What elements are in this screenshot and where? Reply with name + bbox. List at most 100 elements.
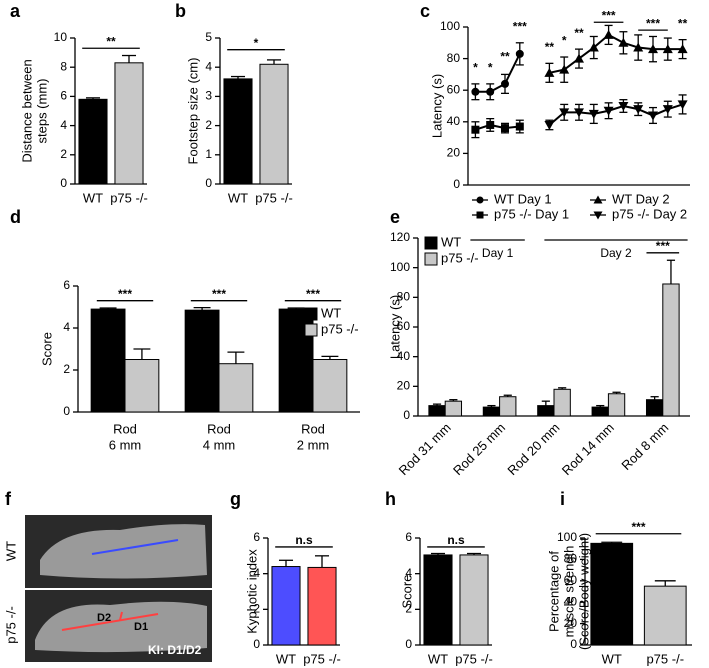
bar: [428, 405, 446, 417]
legend-label: WT: [441, 234, 461, 249]
bar: [312, 359, 348, 413]
bar: [537, 405, 555, 417]
point: [515, 49, 524, 58]
x-tick-label: 6 mm: [109, 437, 142, 452]
panel-label: h: [385, 489, 396, 509]
x-tick-label: p75 -/-: [303, 651, 341, 666]
y-axis-label: (Score/Body weight): [576, 533, 591, 650]
legend-marker: [476, 211, 484, 219]
x-tick-label: WT: [83, 190, 103, 205]
y-axis-label: Score: [399, 575, 414, 609]
legend-marker: [593, 195, 603, 204]
point: [648, 111, 658, 121]
x-tick-label: p75 -/-: [110, 190, 148, 205]
bar: [223, 78, 253, 185]
bar: [607, 393, 626, 417]
point: [544, 67, 555, 77]
y-tick-label: 8: [60, 59, 67, 73]
y-axis-label: Kyphotic index: [244, 549, 259, 634]
x-tick-label: 2 mm: [297, 437, 330, 452]
significance-label: ***: [306, 287, 320, 301]
x-tick-label: Rod: [207, 421, 231, 436]
y-tick-label: 120: [390, 230, 410, 244]
significance-label: n.s: [295, 533, 313, 547]
mouse-shape: [40, 524, 207, 579]
point: [559, 108, 570, 118]
legend-label: p75 -/- Day 2: [612, 206, 687, 221]
legend-label: p75 -/-: [441, 250, 479, 265]
y-axis-label: steps (mm): [34, 79, 49, 144]
significance-label: ***: [513, 19, 527, 33]
y-tick-label: 1: [205, 147, 212, 161]
point: [501, 79, 509, 88]
significance-label: *: [488, 61, 493, 75]
panel-label: i: [560, 489, 565, 509]
y-tick-label: 6: [60, 89, 67, 103]
legend-swatch: [304, 307, 318, 321]
x-tick-label: WT: [276, 651, 296, 666]
bar: [184, 309, 220, 413]
y-tick-label: 0: [60, 176, 67, 190]
x-tick-label: Rod 25 mm: [450, 420, 508, 478]
x-tick-label: p75 -/-: [646, 651, 684, 666]
y-tick-label: 4: [205, 59, 212, 73]
y-tick-label: 6: [253, 530, 260, 544]
bar: [459, 554, 489, 646]
y-tick-label: 4: [253, 566, 260, 580]
y-tick-label: 0: [570, 637, 577, 651]
significance-label: ***: [646, 16, 660, 30]
point: [588, 42, 599, 52]
blue-line: [91, 539, 179, 555]
bar: [482, 406, 501, 417]
legend-label: WT Day 1: [494, 191, 552, 206]
y-tick-label: 80: [564, 552, 578, 566]
point: [603, 29, 614, 39]
significance-label: *: [254, 36, 259, 50]
legend-swatch: [424, 236, 438, 250]
y-tick-label: 0: [403, 408, 410, 422]
point: [662, 44, 673, 54]
legend-swatch: [424, 252, 438, 266]
y-axis-label: muscle strength: [561, 546, 576, 638]
y-tick-label: 20: [564, 616, 578, 630]
y-tick-label: 60: [397, 319, 411, 333]
panel-label: a: [10, 1, 21, 21]
d2-label: D2: [97, 612, 111, 624]
y-axis-label: Distance between: [19, 59, 34, 162]
legend-marker: [593, 211, 603, 220]
panel-label: e: [390, 207, 400, 227]
bar: [643, 585, 687, 646]
x-tick-label: p75 -/-: [255, 190, 293, 205]
x-tick-label: Rod 8 mm: [618, 420, 671, 473]
point: [486, 87, 495, 96]
bar: [307, 566, 337, 646]
x-tick-label: Rod: [301, 421, 325, 436]
bar: [423, 554, 453, 646]
x-tick-label: Rod 14 mm: [559, 420, 617, 478]
y-axis-label: Footstep size (cm): [185, 58, 200, 165]
y-tick-label: 80: [397, 290, 411, 304]
mouse-shape: [35, 601, 207, 653]
point: [648, 44, 658, 54]
red-line: [119, 611, 123, 621]
y-tick-label: 0: [205, 176, 212, 190]
bar: [499, 396, 517, 417]
bar: [590, 542, 634, 646]
y-tick-label: 0: [453, 177, 460, 191]
y-tick-label: 100: [440, 19, 460, 33]
legend-marker: [476, 196, 484, 204]
x-tick-label: WT: [228, 190, 248, 205]
point: [633, 42, 644, 52]
significance-label: n.s: [447, 533, 465, 547]
bar: [444, 400, 463, 417]
y-tick-label: 40: [564, 594, 578, 608]
y-tick-label: 40: [447, 114, 461, 128]
y-tick-label: 6: [405, 530, 412, 544]
point: [486, 120, 495, 129]
bar: [645, 399, 664, 417]
y-tick-label: 2: [253, 602, 260, 616]
x-tick-label: WT: [428, 651, 448, 666]
y-tick-label: 4: [60, 118, 67, 132]
significance-label: ***: [602, 8, 616, 22]
